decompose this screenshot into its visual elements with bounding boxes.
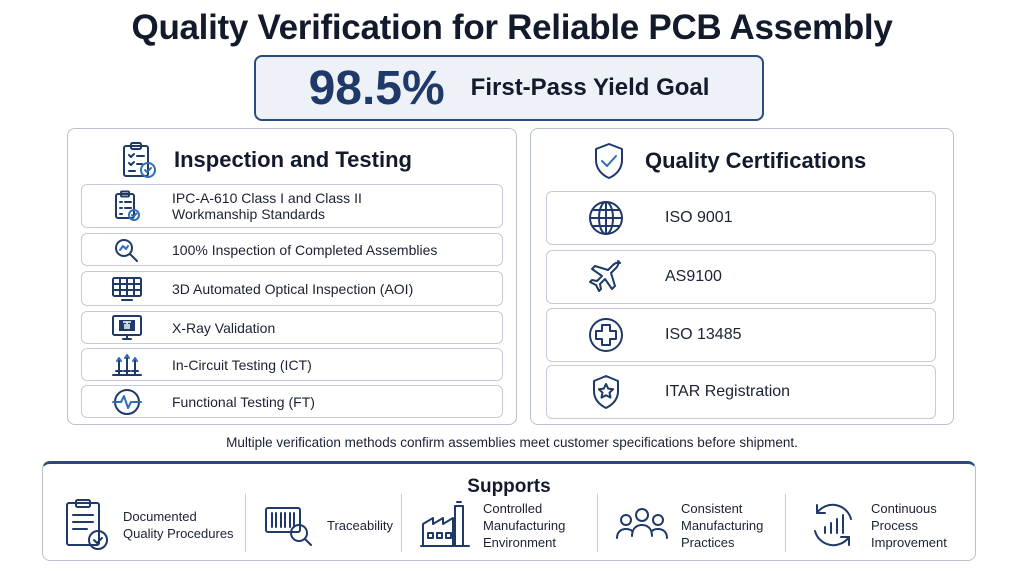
certifications-heading: Quality Certifications [591,141,866,181]
supports-item-line: Continuous [871,500,937,516]
cycle-chart-icon [807,499,859,551]
supports-item-line: Consistent [681,500,743,516]
aoi-grid-icon [82,275,172,303]
medical-cross-icon [547,316,665,354]
supports-divider [245,494,246,552]
cert-label: AS9100 [665,268,722,285]
inspection-testing-panel: Inspection and Testing IPC-A-610 Class I… [67,128,517,425]
inspection-item-full-inspection: 100% Inspection of Completed Assemblies [81,233,503,266]
cert-label: ISO 13485 [665,326,742,343]
inspection-heading: Inspection and Testing [120,141,412,179]
supports-item-line: Environment [483,534,556,550]
supports-item-consistent-practices: Consistent Manufacturing Practices [615,492,763,558]
supports-item-traceability: Traceability [263,492,393,558]
supports-item-line: Quality Procedures [123,526,234,541]
inspection-item-ft: Functional Testing (FT) [81,385,503,418]
inspection-item-line1: IPC-A-610 Class I and Class II [172,190,362,206]
supports-item-line: Traceability [327,517,393,533]
xray-monitor-icon [82,314,172,342]
inspection-item-ipc: IPC-A-610 Class I and Class II Workmansh… [81,184,503,228]
waveform-icon [82,387,172,417]
team-icon [615,502,669,548]
test-probe-icon [82,351,172,379]
barcode-search-icon [263,500,315,550]
inspection-item-aoi: 3D Automated Optical Inspection (AOI) [81,271,503,306]
shield-star-icon [547,373,665,411]
supports-title: Supports [467,476,551,497]
quality-certifications-panel: Quality Certifications ISO 9001 AS9100 I… [530,128,954,425]
inspection-item-ict: In-Circuit Testing (ICT) [81,348,503,381]
supports-item-controlled-environment: Controlled Manufacturing Environment [419,492,565,558]
magnifier-icon [82,236,172,264]
cert-label: ITAR Registration [665,383,791,400]
inspection-item-text: X-Ray Validation [172,319,276,336]
supports-item-continuous-improvement: Continuous Process Improvement [807,492,947,558]
clipboard-check-icon [120,141,156,179]
inspection-item-xray: X-Ray Validation [81,311,503,344]
supports-item-line: Controlled [483,500,543,516]
inspection-item-text: Functional Testing (FT) [172,393,315,410]
supports-item-line: Process [871,517,918,533]
verification-caption: Multiple verification methods confirm as… [226,435,798,450]
supports-item-line: Improvement [871,534,947,550]
supports-panel: Supports Documented Quality Procedures [42,461,976,561]
supports-item-line: Practices [681,534,735,550]
cert-item-itar: ITAR Registration [546,365,936,419]
cert-item-iso9001: ISO 9001 [546,191,936,245]
airplane-icon [547,258,665,296]
certifications-heading-text: Quality Certifications [645,148,867,173]
globe-icon [547,199,665,237]
inspection-item-text: In-Circuit Testing (ICT) [172,356,312,373]
page-title: Quality Verification for Reliable PCB As… [131,8,893,47]
factory-icon [419,498,471,552]
yield-goal-value: 98.5% [308,61,445,115]
supports-divider [401,494,402,552]
supports-item-line: Manufacturing [483,517,566,533]
inspection-item-line2: Workmanship Standards [172,206,326,222]
inspection-item-text: 100% Inspection of Completed Assemblies [172,241,438,258]
inspection-heading-text: Inspection and Testing [174,147,412,172]
cert-item-iso13485: ISO 13485 [546,308,936,362]
cert-item-as9100: AS9100 [546,250,936,304]
supports-item-line: Documented [123,509,197,524]
shield-check-icon [591,141,627,181]
checklist-icon [82,190,172,222]
inspection-item-text: 3D Automated Optical Inspection (AOI) [172,280,414,297]
supports-divider [785,494,786,552]
yield-goal-box: 98.5% First-Pass Yield Goal [254,55,764,121]
yield-goal-label: First-Pass Yield Goal [470,74,710,101]
supports-divider [597,494,598,552]
document-check-icon [63,497,111,553]
cert-label: ISO 9001 [665,209,733,226]
supports-item-line: Manufacturing [681,517,764,533]
supports-item-documented: Documented Quality Procedures [63,492,234,558]
